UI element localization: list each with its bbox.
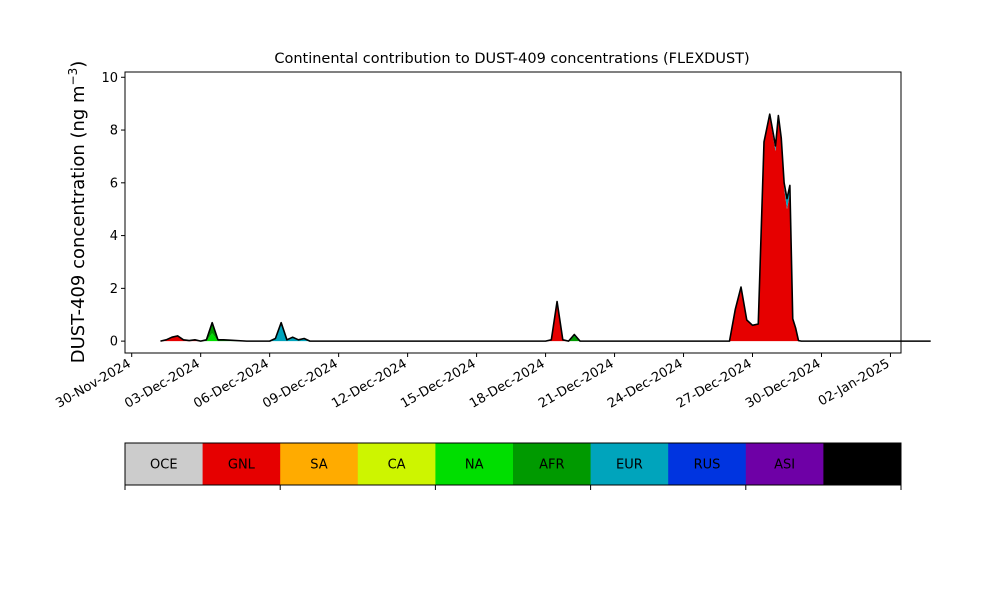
area-gnl: [160, 116, 931, 342]
legend-swatch-sa: [280, 443, 359, 485]
legend-label-rus: RUS: [694, 458, 721, 473]
legend-label-aus: AUS: [849, 458, 876, 473]
legend-label-gnl: GNL: [228, 458, 256, 473]
y-tick-label: 2: [110, 282, 118, 297]
legend-frame: [124, 442, 902, 486]
legend-swatch-asi: [745, 443, 824, 485]
legend-swatch-afr: [513, 443, 592, 485]
legend-swatch-na: [435, 443, 514, 485]
legend-swatch-aus: [823, 443, 902, 485]
chart-title: Continental contribution to DUST-409 con…: [274, 51, 749, 67]
y-axis-label: DUST-409 concentration (ng m−3): [66, 61, 89, 364]
y-axis-label-close: ): [68, 61, 89, 68]
plot-area: [160, 113, 931, 342]
continent-legend: OCE GNL SA CA NA AFR EUR RUS ASI AUS: [124, 442, 902, 490]
y-tick-label: 4: [110, 229, 118, 244]
legend-label-ca: CA: [388, 458, 406, 473]
legend-swatch-gnl: [202, 443, 281, 485]
y-axis-label-text: DUST-409 concentration (ng m: [68, 85, 89, 363]
legend-swatch-oce: [125, 443, 204, 485]
legend-swatch-rus: [668, 443, 747, 485]
stacked-areas: [160, 114, 931, 342]
legend-swatch-ca: [357, 443, 436, 485]
legend-swatch-eur: [590, 443, 669, 485]
legend-label-asi: ASI: [774, 458, 795, 473]
y-axis-label-exponent: −3: [66, 68, 80, 86]
legend-label-oce: OCE: [150, 458, 178, 473]
legend-label-sa: SA: [310, 458, 327, 473]
y-tick-label: 8: [110, 124, 118, 139]
plot-frame: [124, 71, 902, 354]
legend-label-afr: AFR: [539, 458, 564, 473]
legend-label-eur: EUR: [616, 458, 643, 473]
total-concentration-line: [160, 113, 931, 342]
y-tick-label: 0: [110, 335, 118, 350]
y-tick-label: 6: [110, 176, 118, 191]
legend-label-na: NA: [465, 458, 484, 473]
y-tick-label: 10: [101, 71, 118, 86]
y-axis-ticks: 0 2 4 6 8 10: [101, 71, 125, 350]
